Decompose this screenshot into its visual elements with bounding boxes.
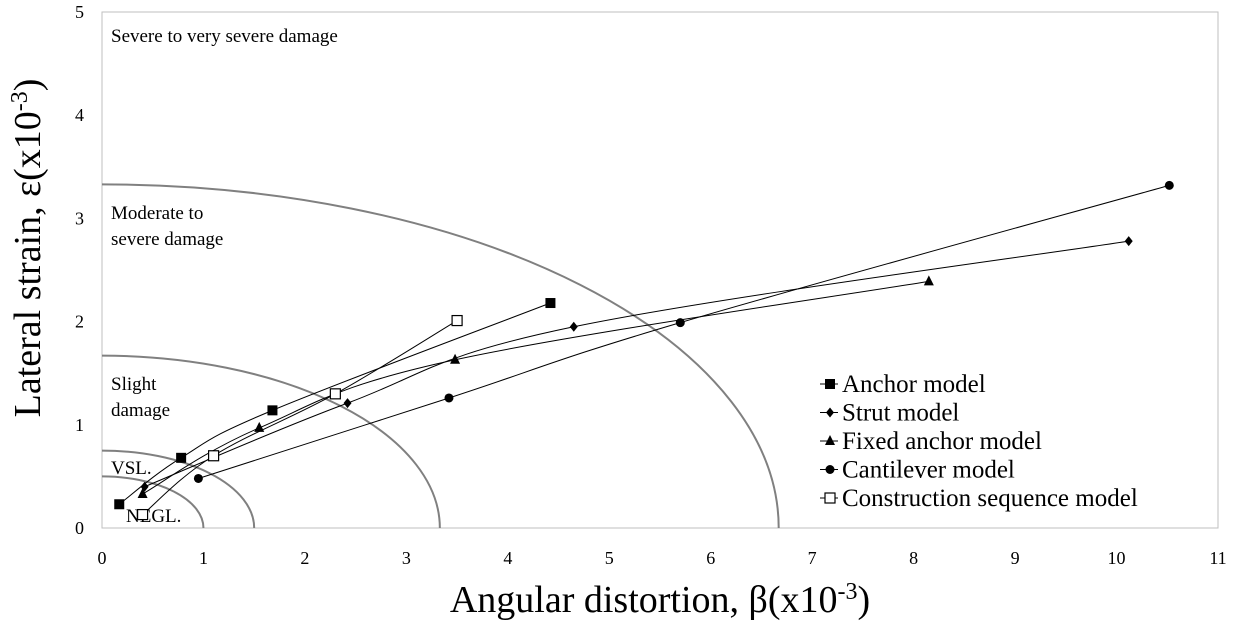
- x-tick-label: 7: [808, 548, 817, 568]
- zone-label: NEGL.: [126, 506, 181, 527]
- legend-label: Anchor model: [842, 371, 986, 398]
- plot-area: [101, 11, 1219, 529]
- legend-label: Cantilever model: [842, 457, 1015, 484]
- y-tick-label: 2: [75, 312, 84, 332]
- x-axis-title-sup: -3: [838, 579, 858, 605]
- data-point: [444, 393, 454, 403]
- damage-boundary-curve: [102, 475, 205, 528]
- zone-label: Moderate to severe damage: [111, 203, 223, 250]
- x-tick-label: 11: [1209, 548, 1226, 568]
- zone-label-line: Slight: [111, 374, 157, 395]
- data-point: [1124, 236, 1133, 247]
- zone-label-line: NEGL.: [126, 506, 181, 527]
- legend-marker: [824, 492, 836, 504]
- series-line: [142, 320, 458, 515]
- zone-label-line: VSL.: [111, 458, 152, 479]
- x-tick-label: 9: [1011, 548, 1020, 568]
- data-point: [545, 298, 556, 309]
- y-tick-label: 0: [75, 518, 84, 538]
- legend-label: Construction sequence model: [842, 485, 1138, 512]
- x-tick-label: 8: [909, 548, 918, 568]
- y-tick-label: 4: [75, 105, 84, 125]
- legend-marker: [825, 379, 835, 389]
- x-axis-title: Angular distortion, β(x10-3): [450, 579, 870, 621]
- x-tick-label: 1: [199, 548, 208, 568]
- data-point: [137, 487, 148, 498]
- data-point: [208, 450, 220, 462]
- x-tick-label: 10: [1108, 548, 1126, 568]
- x-tick-label: 2: [300, 548, 309, 568]
- data-point: [136, 508, 149, 521]
- data-point: [267, 405, 278, 416]
- data-point: [923, 275, 934, 286]
- zone-label: Slight damage: [111, 374, 170, 421]
- data-point: [451, 314, 463, 327]
- x-axis-title-end: ): [858, 579, 871, 621]
- data-point: [329, 388, 341, 400]
- y-tick-label: 1: [75, 415, 84, 435]
- zone-label-line: Severe to very severe damage: [111, 26, 338, 47]
- legend-marker: [825, 435, 835, 445]
- zone-labels: Severe to very severe damage Moderate to s…: [111, 26, 338, 527]
- zone-label: VSL.: [111, 458, 152, 479]
- x-tick-label: 5: [605, 548, 614, 568]
- series-line: [198, 184, 1170, 479]
- y-axis-title: Lateral strain, ε(x10-3): [7, 79, 49, 418]
- damage-boundary-curve: [102, 449, 256, 528]
- y-axis-title-sup: -3: [7, 91, 33, 111]
- zone-label-line: Moderate to: [111, 203, 203, 224]
- data-point: [450, 353, 461, 364]
- x-tick-label: 6: [706, 548, 715, 568]
- series-markers: [114, 180, 1174, 521]
- x-tick-label: 0: [98, 548, 107, 568]
- data-point: [114, 499, 125, 510]
- x-axis-title-main: Angular distortion, β(x10: [450, 579, 838, 621]
- data-point: [176, 452, 187, 463]
- zone-label-line: damage: [111, 400, 170, 421]
- y-axis-title-main: Lateral strain, ε(x10: [7, 111, 49, 417]
- zone-label: Severe to very severe damage: [111, 26, 338, 47]
- data-point: [343, 398, 352, 409]
- data-point: [1164, 180, 1174, 190]
- legend-label: Strut model: [842, 400, 959, 427]
- legend-marker: [825, 465, 835, 474]
- data-point: [675, 318, 685, 328]
- y-axis-ticks: 0 1 2 3 4 5: [75, 2, 84, 538]
- x-tick-label: 4: [503, 548, 512, 568]
- data-point: [254, 421, 265, 432]
- x-axis-ticks: 0 1 2 3 4 5 6 7 8 9 10 11: [98, 548, 1227, 568]
- data-point: [193, 473, 203, 483]
- series-line: [118, 302, 551, 505]
- y-tick-label: 3: [75, 208, 84, 228]
- damage-boundaries: [102, 183, 780, 528]
- zone-label-line: severe damage: [111, 229, 223, 250]
- x-tick-label: 3: [402, 548, 411, 568]
- legend-marker: [826, 407, 834, 418]
- damage-boundary-curve: [102, 183, 780, 528]
- series-line: [144, 240, 1129, 488]
- y-tick-label: 5: [75, 2, 84, 22]
- legend-label: Fixed anchor model: [842, 428, 1042, 455]
- data-point: [569, 321, 578, 332]
- y-axis-title-end: ): [7, 79, 49, 92]
